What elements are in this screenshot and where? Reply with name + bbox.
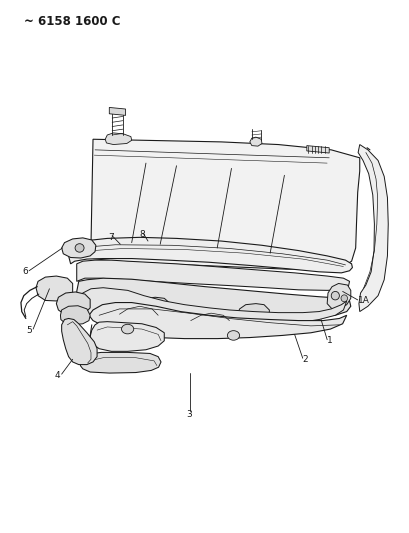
Polygon shape	[109, 108, 125, 115]
Text: 1A: 1A	[357, 296, 369, 305]
Polygon shape	[357, 144, 387, 312]
Polygon shape	[237, 304, 269, 321]
Polygon shape	[326, 284, 350, 309]
Ellipse shape	[340, 295, 347, 302]
Polygon shape	[91, 139, 359, 269]
Polygon shape	[76, 260, 349, 290]
Ellipse shape	[75, 244, 84, 252]
Polygon shape	[137, 297, 170, 317]
Polygon shape	[76, 278, 350, 317]
Polygon shape	[60, 306, 90, 325]
Text: 5: 5	[26, 326, 32, 335]
Polygon shape	[56, 292, 90, 316]
Ellipse shape	[227, 330, 239, 340]
Text: 6: 6	[22, 268, 28, 276]
Polygon shape	[89, 303, 346, 338]
Text: 4: 4	[55, 370, 60, 379]
Polygon shape	[85, 293, 117, 313]
Polygon shape	[61, 238, 96, 258]
Polygon shape	[249, 137, 261, 146]
Text: 1: 1	[326, 336, 332, 345]
Polygon shape	[90, 321, 164, 351]
Text: ~ 6158 1600 C: ~ 6158 1600 C	[24, 14, 120, 28]
Text: 3: 3	[185, 410, 191, 419]
Polygon shape	[68, 237, 352, 273]
Text: 8: 8	[139, 230, 144, 239]
Polygon shape	[80, 352, 161, 373]
Polygon shape	[79, 288, 346, 328]
Ellipse shape	[330, 292, 339, 300]
Polygon shape	[61, 318, 97, 365]
Polygon shape	[105, 133, 131, 144]
Polygon shape	[36, 276, 72, 301]
Text: 7: 7	[108, 233, 114, 242]
Text: 2: 2	[302, 355, 308, 364]
Ellipse shape	[121, 324, 133, 334]
Polygon shape	[306, 146, 328, 153]
